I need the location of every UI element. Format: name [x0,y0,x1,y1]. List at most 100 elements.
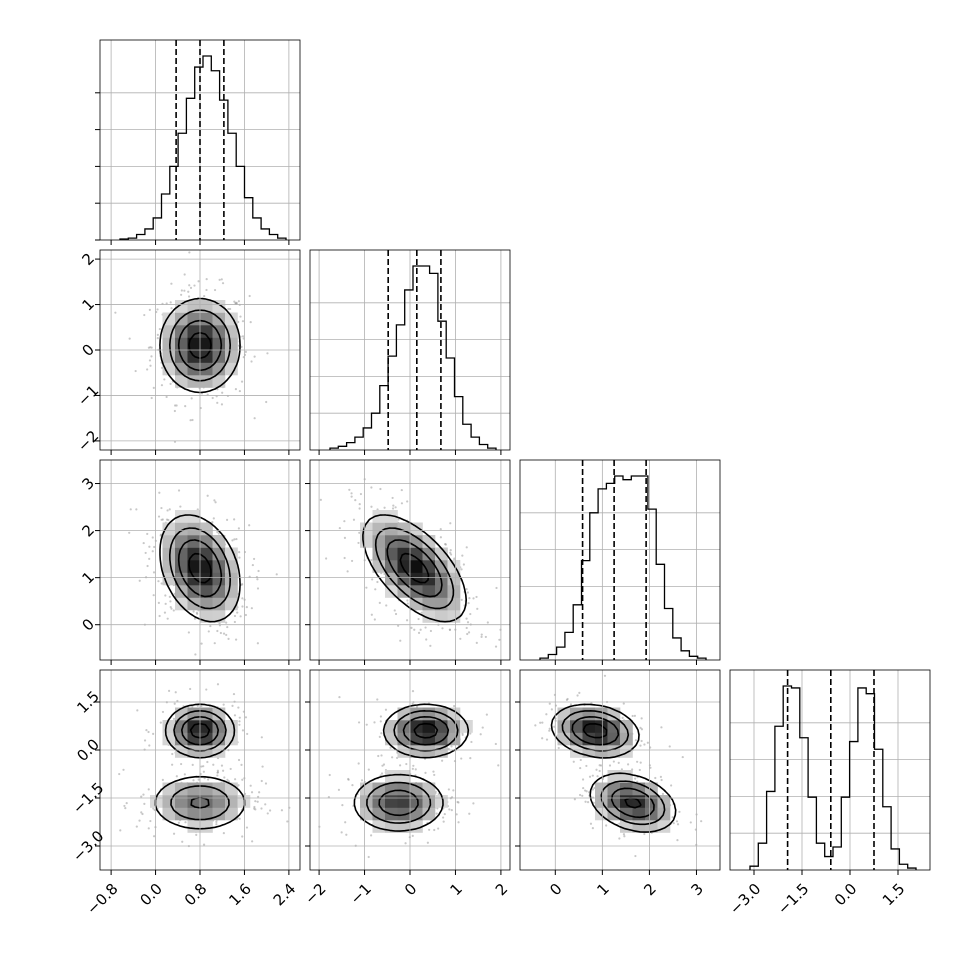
scatter-point [405,762,408,766]
scatter-point [379,487,382,491]
scatter-point [358,531,361,534]
grid-lines [100,460,300,660]
scatter-point [192,779,195,782]
scatter-point [202,770,205,773]
scatter-point [405,619,409,622]
density-cell [410,560,423,573]
density-cell [187,782,201,796]
scatter-point [166,509,169,512]
scatter-point [572,760,575,763]
scatter-point [146,532,149,536]
scatter-point [237,706,240,709]
y-ticks [515,701,520,847]
scatter-point [147,346,150,349]
scatter-point [189,286,193,289]
scatter-point [239,315,242,318]
density-cell [212,560,226,573]
density-cell [360,535,373,548]
scatter-point [583,789,587,792]
density-cell [410,807,423,821]
density-cell [385,522,398,536]
scatter-point [484,635,487,639]
scatter-point [149,819,152,823]
scatter-point [214,501,217,504]
scatter-point [136,709,139,712]
scatter-point [319,498,322,501]
scatter-point [391,756,394,759]
scatter-point [596,775,599,778]
x-tick-label: 2 [640,880,659,899]
density-cell [620,745,633,758]
histogram-step [119,55,287,240]
scatter-point [286,820,289,823]
x-ticks [554,870,697,875]
scatter-point [411,767,414,770]
scatter-point [640,728,644,731]
scatter-point [441,627,444,630]
scatter-point [143,802,146,806]
scatter-point [193,284,196,287]
scatter-point [378,601,381,604]
scatter-point [221,282,225,285]
scatter-point [588,775,592,778]
scatter-point [576,694,579,697]
scatter-point [626,763,630,766]
y-tick-label: 1 [78,568,97,587]
scatter-point [643,743,646,746]
scatter-point [256,642,259,645]
scatter-point [465,546,468,549]
scatter-point [237,758,241,762]
density-panel [318,690,500,859]
scatter-point [620,768,623,771]
scatter-point [264,782,268,785]
scatter-point [365,586,368,589]
scatter-point [380,754,383,757]
x-ticks [110,450,290,455]
scatter-point [181,840,184,843]
scatter-point [248,524,251,527]
density-cell [200,300,213,313]
scatter-point [183,289,186,292]
contour-line [170,710,230,821]
scatter-points [534,667,703,858]
scatter-point [399,764,402,767]
y-tick-label: 2 [78,521,97,540]
scatter-point [640,739,643,743]
contours [362,514,467,623]
scatter-point [249,321,252,324]
density-cell [187,337,201,351]
density-cell [645,795,658,808]
scatter-point [256,795,260,798]
scatter-point [184,821,187,824]
scatter-point [542,667,544,669]
scatter-point [166,617,169,620]
scatter-point [244,613,248,617]
scatter-point [235,537,238,541]
scatter-point [183,273,186,276]
x-ticks [110,660,290,665]
scatter-point [380,772,384,775]
scatter-point [246,732,249,736]
density-cell [175,337,188,351]
density-cell [200,560,213,573]
scatter-point [241,320,245,323]
scatter-point [439,536,442,539]
scatter-point [216,629,219,633]
contour-line [550,703,677,833]
scatter-point [456,800,459,804]
scatter-point [138,819,141,822]
density-cell [372,522,386,536]
scatter-point [553,725,556,728]
scatter-point [325,557,328,560]
scatter-point [460,568,463,571]
scatter-point [250,607,253,610]
scatter-point [234,388,237,391]
grid-lines [554,460,697,660]
scatter-point [573,798,576,801]
scatter-point [357,762,360,765]
scatter-point [183,773,186,776]
scatter-point [599,764,603,767]
scatter-point [217,532,220,535]
scatter-point [425,638,428,641]
scatter-point [453,704,456,708]
